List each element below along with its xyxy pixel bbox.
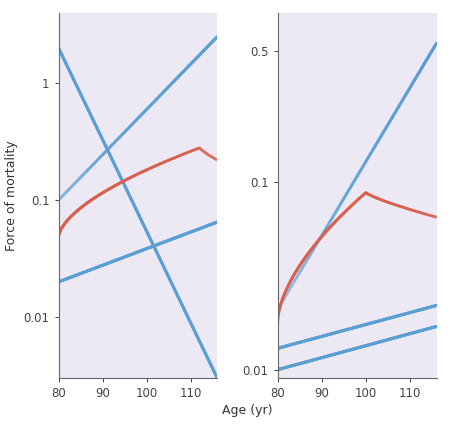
- Y-axis label: Force of mortality: Force of mortality: [5, 140, 18, 251]
- Text: Age (yr): Age (yr): [222, 404, 273, 416]
